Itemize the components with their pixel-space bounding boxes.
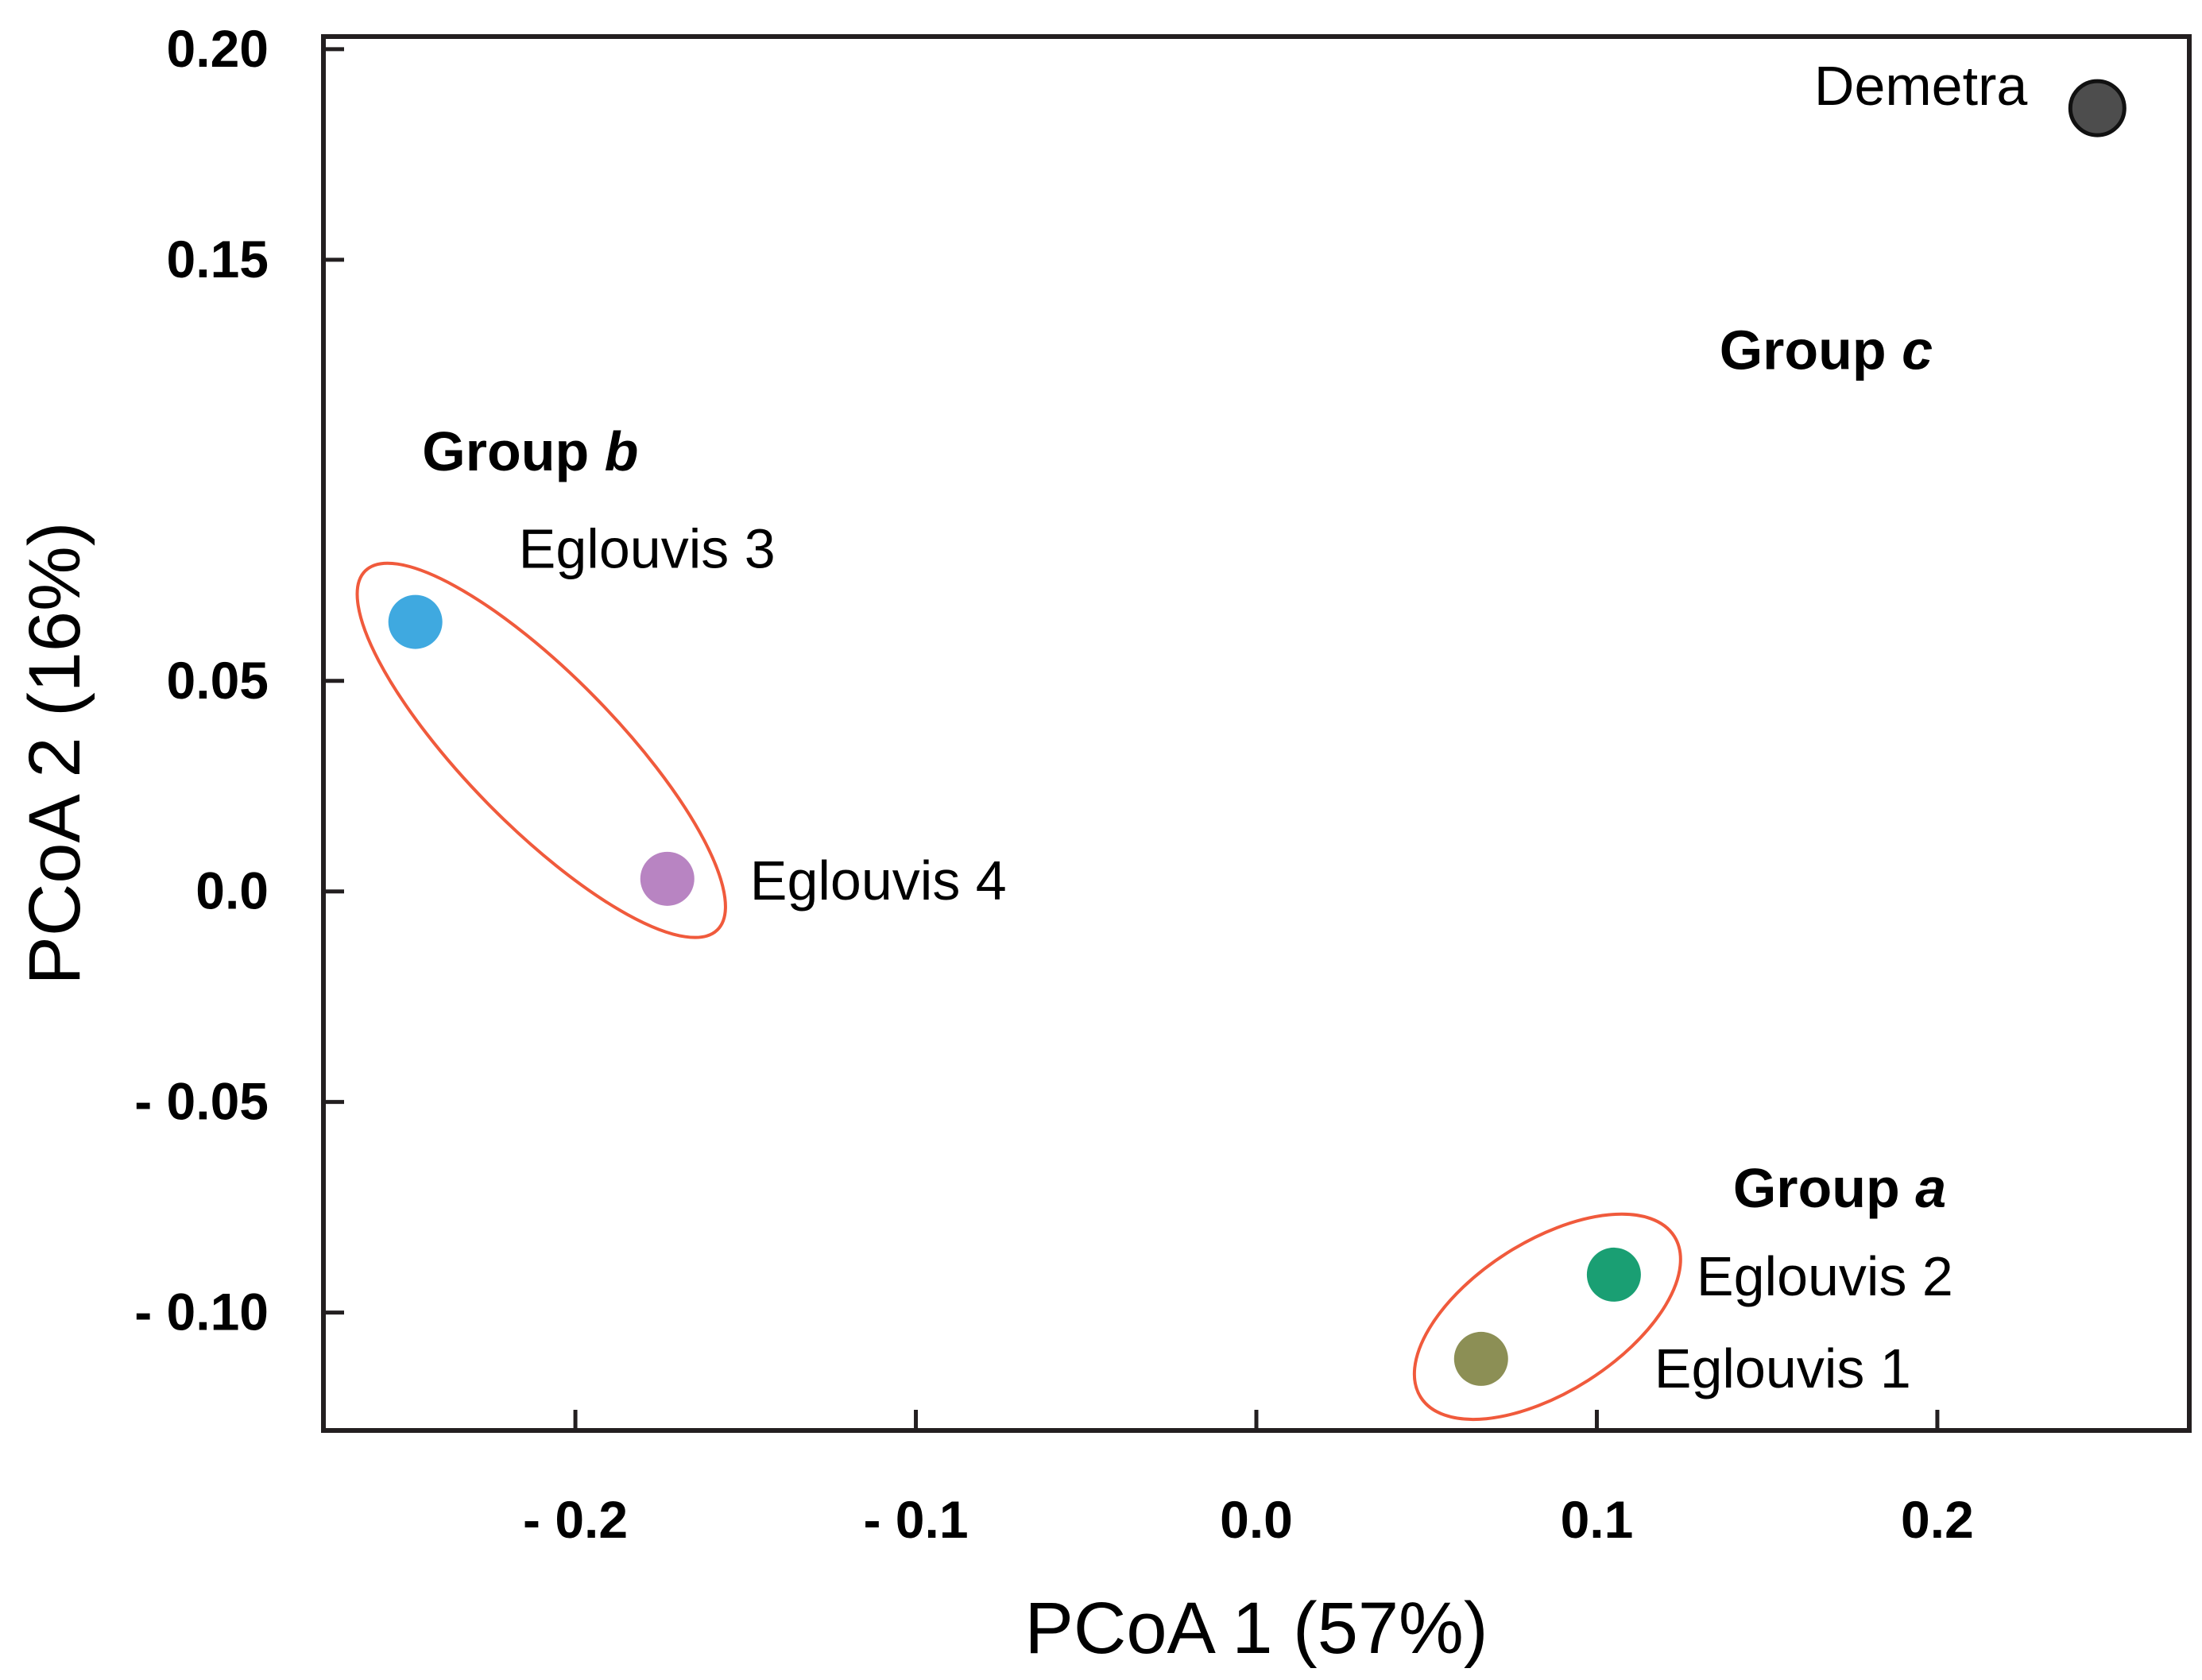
x-tick-label: - 0.1 — [863, 1490, 968, 1549]
group-b-label: Group b — [422, 420, 638, 482]
point-label-eglouvis-1: Eglouvis 1 — [1654, 1337, 1911, 1399]
point-demetra — [2068, 79, 2127, 137]
x-tick-label: - 0.2 — [523, 1490, 628, 1549]
x-tick-label: 0.2 — [1901, 1490, 1974, 1549]
y-tick-label: - 0.05 — [134, 1072, 269, 1131]
x-tick-label: 0.1 — [1561, 1490, 1634, 1549]
group-a-ellipse — [1412, 1212, 1682, 1422]
x-axis-title: PCoA 1 (57%) — [1025, 1588, 1488, 1669]
y-axis-title: PCoA 2 (16%) — [14, 522, 95, 985]
point-eglouvis-1 — [1453, 1331, 1508, 1386]
point-labels: Demetra Eglouvis 3 Eglouvis 4 Eglouvis 2 Egl… — [519, 55, 2028, 1399]
y-tick-label: - 0.10 — [134, 1283, 269, 1341]
y-tick-label: 0.05 — [167, 651, 269, 710]
y-tick-label: 0.0 — [195, 861, 269, 920]
group-label-letter: b — [605, 420, 639, 482]
group-c-label: Group c — [1720, 319, 1933, 381]
x-tick-label: 0.0 — [1220, 1490, 1293, 1549]
y-axis-ticks: 0.20 0.15 0.05 0.0 - 0.05 - 0.10 — [134, 19, 344, 1341]
y-tick-label: 0.20 — [167, 19, 269, 78]
group-label-prefix: Group — [1720, 319, 1902, 381]
x-axis-ticks: - 0.2 - 0.1 0.0 0.1 0.2 — [523, 1410, 1974, 1549]
point-label-eglouvis-3: Eglouvis 3 — [519, 518, 776, 580]
point-eglouvis-4 — [640, 851, 695, 906]
group-label-prefix: Group — [422, 420, 604, 482]
group-b-ellipse — [355, 561, 727, 939]
group-a-label: Group a — [1733, 1157, 1946, 1219]
group-label-letter: a — [1915, 1157, 1946, 1219]
y-tick-label: 0.15 — [167, 230, 269, 288]
group-label-letter: c — [1902, 319, 1933, 381]
point-label-eglouvis-2: Eglouvis 2 — [1697, 1245, 1953, 1307]
point-label-demetra: Demetra — [1814, 55, 2027, 117]
data-points — [388, 79, 2127, 1386]
plot-frame — [321, 34, 2192, 1433]
point-eglouvis-3 — [388, 594, 443, 649]
group-ellipses — [355, 561, 1682, 1422]
point-label-eglouvis-4: Eglouvis 4 — [750, 850, 1007, 912]
point-eglouvis-2 — [1586, 1247, 1641, 1302]
group-label-prefix: Group — [1733, 1157, 1915, 1219]
